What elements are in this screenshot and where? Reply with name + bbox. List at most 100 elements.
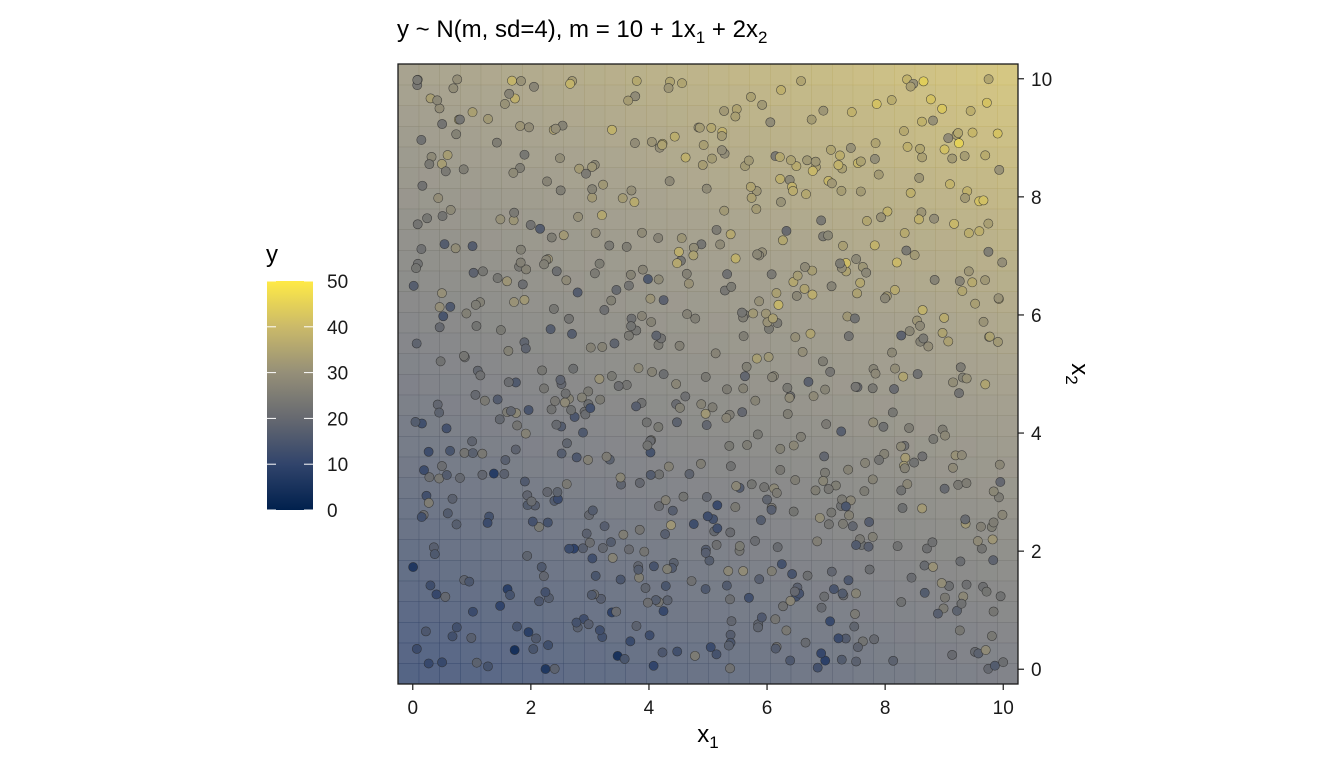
raster-cell (790, 415, 812, 437)
raster-cell (501, 560, 523, 582)
data-point (816, 648, 827, 659)
raster-cell (749, 560, 771, 582)
data-point (919, 587, 930, 598)
colorbar-legend: y 0 10 20 30 40 50 (266, 241, 348, 522)
raster-cell (832, 518, 854, 540)
raster-cell (914, 663, 936, 684)
data-point (953, 479, 964, 490)
raster-cell (956, 456, 978, 478)
data-point (658, 295, 669, 305)
data-point (448, 83, 459, 94)
raster-cell (604, 146, 626, 168)
raster-cell (522, 105, 544, 127)
raster-cell (894, 580, 916, 602)
data-point (746, 479, 757, 490)
raster-cell (501, 126, 523, 148)
data-point (983, 246, 994, 257)
data-point (846, 107, 857, 117)
raster-cell (956, 498, 978, 520)
raster-cell (687, 498, 709, 520)
data-point (722, 269, 733, 280)
data-point (967, 277, 978, 288)
data-point (970, 298, 981, 309)
x-tick-label: 0 (407, 698, 418, 719)
data-point (776, 85, 786, 95)
raster-cell (398, 394, 420, 416)
raster-cell (439, 394, 461, 416)
data-point (700, 584, 711, 594)
raster-cell (790, 518, 812, 540)
data-point (869, 240, 880, 251)
data-point (988, 555, 999, 566)
data-point (437, 461, 447, 471)
data-point (711, 224, 722, 235)
data-point (781, 226, 792, 236)
data-point (556, 448, 567, 459)
raster-cell (749, 208, 771, 230)
raster-cell (997, 436, 1018, 458)
raster-cell (418, 105, 440, 127)
raster-cell (708, 250, 730, 272)
data-point (690, 650, 700, 661)
data-point (440, 166, 451, 177)
data-point (499, 469, 510, 479)
raster-cell (790, 312, 812, 334)
data-point (980, 645, 991, 655)
raster-cell (728, 291, 750, 313)
data-point (752, 429, 763, 440)
raster-cell (604, 663, 626, 684)
data-point (483, 114, 493, 124)
data-point (890, 363, 900, 374)
data-point (988, 606, 999, 617)
raster-cell (604, 105, 626, 127)
data-point (696, 458, 706, 469)
raster-cell (687, 332, 709, 354)
data-point (495, 601, 506, 611)
data-point (663, 461, 674, 472)
x-tick-label: 8 (880, 698, 891, 719)
data-point (585, 342, 596, 353)
raster-cell (563, 332, 585, 354)
raster-cell (976, 291, 998, 313)
data-point (851, 588, 861, 599)
raster-cell (666, 663, 688, 684)
data-point (851, 540, 861, 550)
raster-cell (646, 250, 668, 272)
data-point (843, 575, 854, 586)
data-point (796, 76, 806, 86)
raster-cell (749, 580, 771, 602)
data-point (721, 580, 732, 591)
data-point (583, 619, 594, 630)
data-point (945, 179, 955, 190)
data-point (737, 307, 747, 318)
data-point (726, 281, 737, 292)
data-point (681, 268, 692, 279)
data-point (674, 340, 685, 351)
raster-cell (728, 208, 750, 230)
data-point (859, 486, 870, 497)
raster-cell (563, 456, 585, 478)
data-point (515, 163, 525, 173)
raster-cell (749, 436, 771, 458)
data-point (452, 74, 463, 85)
data-point (619, 654, 630, 664)
data-point (700, 372, 711, 382)
raster-cell (398, 353, 420, 375)
data-point (615, 574, 626, 585)
raster-cell (790, 105, 812, 127)
x-tick-label: 6 (762, 698, 773, 719)
data-point (836, 654, 847, 665)
data-point (803, 376, 814, 387)
data-point (433, 193, 444, 203)
raster-cell (873, 663, 895, 684)
data-point (590, 570, 601, 581)
data-point (725, 229, 736, 240)
data-point (947, 649, 958, 660)
raster-cell (584, 270, 606, 292)
data-point (640, 583, 651, 593)
raster-cell (687, 105, 709, 127)
raster-cell (790, 84, 812, 106)
data-point (598, 179, 608, 190)
data-point (617, 193, 628, 204)
y-tick-label: 2 (1031, 542, 1042, 563)
